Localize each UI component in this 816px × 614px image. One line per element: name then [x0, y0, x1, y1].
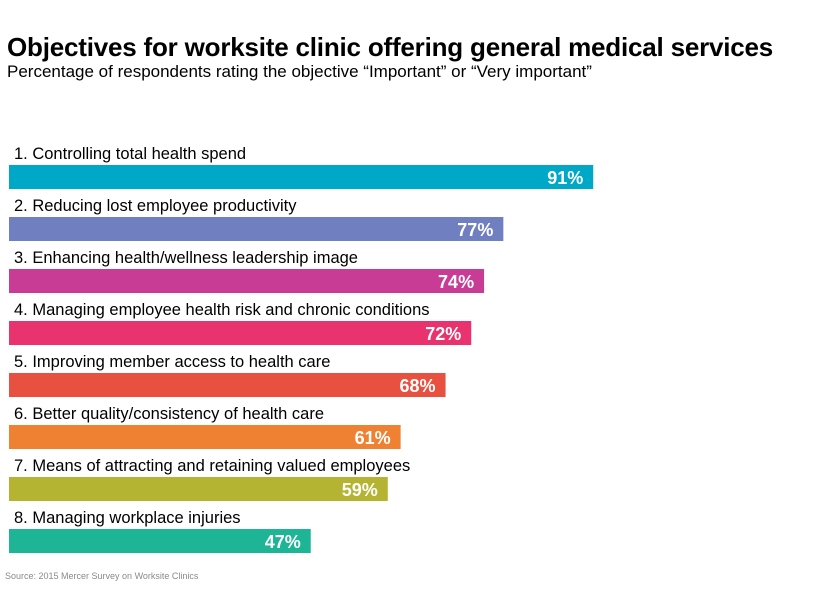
value-label: 68% [400, 376, 436, 396]
value-label: 72% [425, 324, 461, 344]
bar [9, 425, 401, 449]
bar [9, 477, 388, 501]
value-label: 77% [457, 220, 493, 240]
value-label: 61% [355, 428, 391, 448]
category-label: 2. Reducing lost employee productivity [14, 197, 297, 215]
chart-subtitle: Percentage of respondents rating the obj… [7, 62, 592, 81]
category-label: 8. Managing workplace injuries [14, 509, 241, 527]
category-label: 1. Controlling total health spend [14, 145, 246, 163]
bar [9, 165, 594, 189]
bar [9, 217, 504, 241]
source-note: Source: 2015 Mercer Survey on Worksite C… [5, 571, 199, 581]
bar [9, 321, 472, 345]
value-label: 74% [438, 272, 474, 292]
category-label: 3. Enhancing health/wellness leadership … [14, 249, 358, 267]
bar [9, 373, 446, 397]
bar [9, 529, 311, 553]
chart-title: Objectives for worksite clinic offering … [7, 32, 774, 62]
category-label: 7. Means of attracting and retaining val… [14, 457, 410, 475]
value-label: 47% [265, 532, 301, 552]
value-label: 91% [547, 168, 583, 188]
bar [9, 269, 485, 293]
category-label: 6. Better quality/consistency of health … [14, 405, 324, 423]
value-label: 59% [342, 480, 378, 500]
category-label: 4. Managing employee health risk and chr… [14, 301, 430, 319]
category-label: 5. Improving member access to health car… [14, 353, 330, 371]
